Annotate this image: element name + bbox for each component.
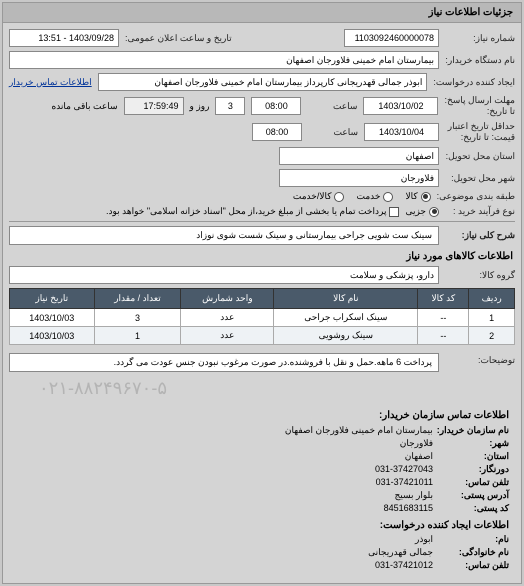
- remain-label: ساعت باقی مانده: [51, 101, 117, 112]
- group-input[interactable]: [9, 266, 439, 284]
- form-body: شماره نیاز: تاریخ و ساعت اعلان عمومی: نا…: [3, 23, 521, 583]
- table-row[interactable]: 1--سینک اسکراب جراحیعدد31403/10/03: [10, 309, 515, 327]
- group-label: گروه کالا:: [445, 270, 515, 281]
- min-valid-time-input[interactable]: [252, 123, 302, 141]
- radio-goods[interactable]: کالا: [405, 191, 430, 202]
- zip-value: 8451683115: [384, 503, 433, 514]
- announce-label: تاریخ و ساعت اعلان عمومی:: [125, 33, 232, 44]
- table-row[interactable]: 2--سینک روشوییعدد11403/10/03: [10, 327, 515, 345]
- fax-label: دورنگار:: [437, 464, 509, 475]
- time-label-1: ساعت: [307, 101, 357, 112]
- city-value: فلاورجان: [400, 438, 433, 449]
- contact-title: اطلاعات تماس سازمان خریدار:: [15, 410, 509, 421]
- delivery-prov-input[interactable]: [279, 147, 439, 165]
- delivery-city-label: شهر محل تحویل:: [445, 173, 515, 184]
- contact-link[interactable]: اطلاعات تماس خریدار: [9, 77, 92, 88]
- deadline-label: مهلت ارسال پاسخ: تا تاریخ:: [444, 95, 515, 117]
- col-date: تاریخ نیاز: [10, 289, 95, 309]
- min-valid-date-input[interactable]: [364, 123, 439, 141]
- name-value: ابوذر: [415, 534, 433, 545]
- main-subject-label: شرح کلی نیاز:: [445, 230, 515, 241]
- lname-label: نام خانوادگی:: [437, 547, 509, 558]
- min-valid-label: حداقل تاریخ اعتبار قیمت: تا تاریخ:: [445, 121, 515, 143]
- items-table: ردیف کد کالا نام کالا واحد شمارش تعداد /…: [9, 288, 515, 345]
- radio-both-dot: [334, 192, 344, 202]
- table-cell: 2: [469, 327, 515, 345]
- deadline-time-input[interactable]: [251, 97, 301, 115]
- subject-class-radios: کالا خدمت کالا/خدمت: [293, 191, 431, 202]
- col-index: ردیف: [469, 289, 515, 309]
- col-unit: واحد شمارش: [181, 289, 274, 309]
- org-label: نام سازمان خریدار:: [437, 425, 509, 436]
- remain-time: [124, 97, 184, 115]
- creator-label: ایجاد کننده درخواست:: [433, 77, 515, 88]
- panel-title: جزئیات اطلاعات نیاز: [3, 3, 521, 23]
- radio-goods-dot: [421, 192, 431, 202]
- days-input[interactable]: [215, 97, 245, 115]
- radio-small-dot: [429, 207, 439, 217]
- phone-label: تلفن تماس:: [437, 477, 509, 488]
- lname-value: جمالی قهدریجانی: [368, 547, 433, 558]
- name-label: نام:: [437, 534, 509, 545]
- table-cell: عدد: [181, 309, 274, 327]
- org-value: بیمارستان امام خمینی فلاورجان اصفهان: [285, 425, 433, 436]
- check-treasury-box: [389, 207, 399, 217]
- radio-service[interactable]: خدمت: [356, 191, 393, 202]
- creator-input[interactable]: [98, 73, 428, 91]
- table-cell: عدد: [181, 327, 274, 345]
- prov-value: اصفهان: [405, 451, 433, 462]
- cphone-label: تلفن تماس:: [437, 560, 509, 571]
- desc-label: توضیحات:: [445, 355, 515, 366]
- table-cell: --: [418, 327, 469, 345]
- purchase-type-label: نوع فرآیند خرید :: [445, 206, 515, 217]
- announce-input[interactable]: [9, 29, 119, 47]
- need-no-input[interactable]: [344, 29, 439, 47]
- postal-label: آدرس پستی:: [437, 490, 509, 501]
- phone-value: 031-37421011: [376, 477, 433, 488]
- table-cell: 1: [469, 309, 515, 327]
- table-cell: 3: [94, 309, 181, 327]
- items-section-title: اطلاعات کالاهای مورد نیاز: [9, 251, 515, 262]
- table-cell: 1403/10/03: [10, 327, 95, 345]
- radio-service-dot: [383, 192, 393, 202]
- cphone-value: 031-37421012: [375, 560, 433, 571]
- desc-box: پرداخت 6 ماهه.حمل و نقل با فروشنده.در صو…: [9, 353, 439, 372]
- postal-value: بلوار بسیج: [394, 490, 433, 501]
- need-details-panel: جزئیات اطلاعات نیاز شماره نیاز: تاریخ و …: [2, 2, 522, 584]
- check-treasury[interactable]: پرداخت تمام یا بخشی از مبلغ خرید،از محل …: [106, 206, 399, 217]
- zip-label: کد پستی:: [437, 503, 509, 514]
- buyer-unit-label: نام دستگاه خریدار:: [445, 55, 515, 66]
- items-table-header: ردیف کد کالا نام کالا واحد شمارش تعداد /…: [10, 289, 515, 309]
- city-label: شهر:: [437, 438, 509, 449]
- table-cell: سینک روشویی: [274, 327, 418, 345]
- days-label: روز و: [190, 101, 210, 112]
- contact-block: اطلاعات تماس سازمان خریدار: نام سازمان خ…: [9, 406, 515, 577]
- radio-both[interactable]: کالا/خدمت: [293, 191, 345, 202]
- col-qty: تعداد / مقدار: [94, 289, 181, 309]
- creator-block-title: اطلاعات ایجاد کننده درخواست:: [15, 520, 509, 531]
- delivery-prov-label: استان محل تحویل:: [445, 151, 515, 162]
- need-no-label: شماره نیاز:: [445, 33, 515, 44]
- col-code: کد کالا: [418, 289, 469, 309]
- fax-value: 031-37427043: [375, 464, 433, 475]
- table-cell: 1: [94, 327, 181, 345]
- table-cell: --: [418, 309, 469, 327]
- prov-label: استان:: [437, 451, 509, 462]
- table-cell: سینک اسکراب جراحی: [274, 309, 418, 327]
- delivery-city-input[interactable]: [279, 169, 439, 187]
- subject-class-label: طبقه بندی موضوعی:: [437, 191, 515, 202]
- watermark: ۰۲۱-۸۸۲۴۹۶۷۰-۵: [9, 376, 515, 406]
- main-subject-box: سینک ست شویی جراحی بیمارستانی و سینک شست…: [9, 226, 439, 245]
- table-cell: 1403/10/03: [10, 309, 95, 327]
- deadline-date-input[interactable]: [363, 97, 438, 115]
- time-label-2: ساعت: [308, 127, 358, 138]
- col-name: نام کالا: [274, 289, 418, 309]
- radio-small[interactable]: جزیی: [405, 206, 439, 217]
- buyer-unit-input[interactable]: [9, 51, 439, 69]
